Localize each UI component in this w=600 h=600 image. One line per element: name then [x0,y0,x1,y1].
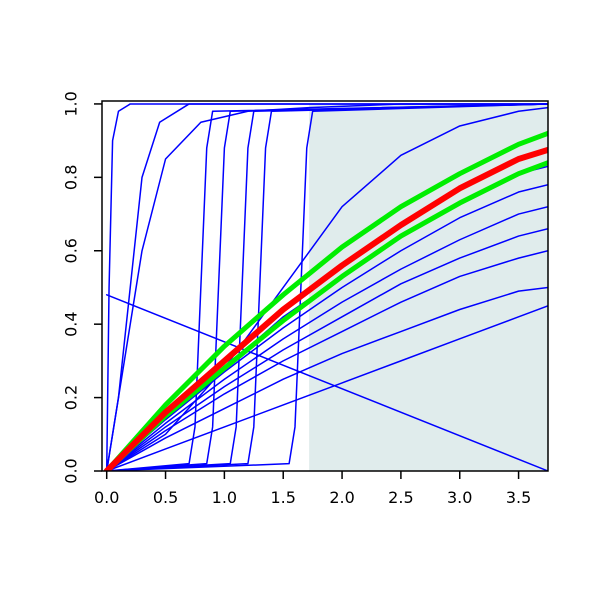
plot-area [103,103,548,471]
plot-frame [101,100,549,472]
curve [105,103,548,471]
curve [105,183,548,471]
x-tick-label: 2.5 [388,488,413,507]
x-tick-label: 2.0 [329,488,354,507]
curve [105,250,548,471]
curve [105,286,548,471]
curve [103,146,548,471]
y-tick-label: 1.0 [62,91,81,116]
curve [104,160,548,471]
curve [105,103,548,471]
x-tick-label: 3.5 [506,488,531,507]
y-tick-label: 0.2 [62,385,81,410]
x-tick-label: 0.0 [94,488,119,507]
axes: 0.0 0.5 1.0 1.5 2.0 2.5 3.0 3.5 0.0 0.2 0.4 0.6 0.8 1… [62,91,549,507]
curve [105,103,548,471]
curve [105,205,548,471]
curve [105,294,548,471]
curve [105,103,548,471]
curve [105,106,548,471]
y-tick-label: 0.8 [62,165,81,190]
y-tick-label: 0.6 [62,238,81,263]
curve [105,305,548,471]
y-tick-label: 0.4 [62,311,81,336]
curve [105,227,548,471]
curve [104,130,548,471]
x-tick-label: 3.0 [447,488,472,507]
curve [105,103,548,471]
x-tick-label: 0.5 [153,488,178,507]
curve [105,103,548,471]
y-tick-label: 0.0 [62,458,81,483]
x-tick-label: 1.5 [270,488,295,507]
x-tick-label: 1.0 [212,488,237,507]
